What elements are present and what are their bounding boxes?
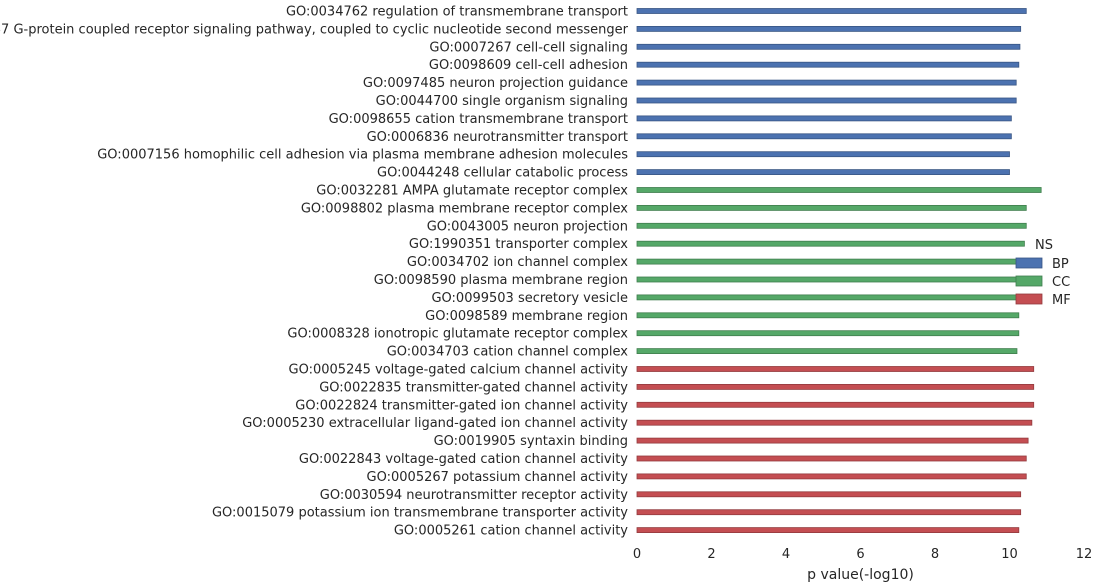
bar-mf: [636, 366, 1035, 372]
category-label: GO:0022843 voltage-gated cation channel …: [299, 452, 628, 467]
category-label: GO:0005267 potassium channel activity: [367, 470, 629, 485]
x-tick-label: 4: [782, 547, 790, 562]
bar-bp: [636, 61, 1020, 68]
x-tick-label: 0: [633, 547, 641, 562]
legend-swatch-mf: [1015, 293, 1043, 305]
x-tick-label: 6: [856, 547, 864, 562]
bar-bp: [636, 115, 1012, 122]
category-label: GO:0022835 transmitter-gated channel act…: [319, 380, 628, 395]
bar-cc: [636, 187, 1042, 193]
bar-bp: [636, 43, 1021, 50]
legend-swatch-cc: [1015, 275, 1043, 287]
bar-cc: [636, 204, 1027, 211]
category-label: GO:0007156 homophilic cell adhesion via …: [97, 148, 628, 163]
category-label: GO:0006836 neurotransmitter transport: [367, 130, 628, 145]
bars-group: [636, 8, 1042, 533]
category-label: GO:0005245 voltage-gated calcium channel…: [289, 363, 629, 378]
bar-cc: [636, 240, 1025, 247]
category-label: GO:0030594 neurotransmitter receptor act…: [320, 488, 629, 503]
bar-mf: [636, 473, 1027, 480]
bar-mf: [636, 455, 1027, 462]
category-label: GO:0044248 cellular catabolic process: [377, 166, 628, 181]
category-label: GO:0098609 cell-cell adhesion: [429, 58, 628, 73]
bar-cc: [636, 222, 1027, 229]
bar-mf: [636, 383, 1035, 390]
category-label: GO:0005230 extracellular ligand-gated io…: [242, 416, 628, 431]
category-label: GO:0098655 cation transmembrane transpor…: [329, 112, 628, 127]
x-tick-label: 8: [931, 547, 939, 562]
category-label: GO:0097485 neuron projection guidance: [363, 76, 628, 91]
category-label: GO:0008328 ionotropic glutamate receptor…: [287, 327, 628, 342]
bar-mf: [636, 437, 1029, 444]
bar-bp: [636, 169, 1010, 176]
bar-cc: [636, 276, 1020, 283]
category-label: GO:0099503 secretory vesicle: [431, 291, 628, 306]
legend-label-mf: MF: [1052, 293, 1071, 308]
x-tick-label: 2: [707, 547, 715, 562]
legend-label-cc: CC: [1052, 275, 1070, 290]
bar-mf: [636, 509, 1022, 516]
bar-cc: [636, 330, 1020, 337]
legend-label-bp: BP: [1052, 257, 1069, 272]
category-label: GO:0007267 cell-cell signaling: [429, 40, 628, 55]
category-label: GO:0034703 cation channel complex: [387, 345, 629, 360]
category-label: GO:0019905 syntaxin binding: [434, 434, 628, 449]
category-label: GO:0098589 membrane region: [425, 309, 628, 324]
category-label: GO:0022824 transmitter-gated ion channel…: [295, 398, 628, 413]
category-label: GO:1990351 transporter complex: [409, 237, 628, 252]
bar-mf: [636, 419, 1033, 426]
bar-cc: [636, 294, 1020, 301]
category-labels-group: GO:0034762 regulation of transmembrane t…: [0, 5, 629, 539]
legend-swatch-bp: [1015, 257, 1043, 269]
category-label: GO:0015079 potassium ion transmembrane t…: [212, 506, 628, 521]
category-label: GO:0098590 plasma membrane region: [374, 273, 628, 288]
bar-bp: [636, 133, 1012, 140]
category-label: GO:0034762 regulation of transmembrane t…: [286, 5, 628, 20]
bar-mf: [636, 401, 1035, 408]
x-tick-label: 10: [1001, 547, 1018, 562]
bar-cc: [636, 258, 1020, 265]
x-tick-label: 12: [1076, 547, 1093, 562]
bar-cc: [636, 312, 1020, 319]
legend-title: NS: [1035, 238, 1053, 253]
bar-cc: [636, 348, 1018, 355]
bar-bp: [636, 8, 1027, 14]
bar-bp: [636, 97, 1017, 104]
category-label: GO:0007187 G-protein coupled receptor si…: [0, 22, 629, 37]
category-label: GO:0098802 plasma membrane receptor comp…: [301, 201, 628, 216]
bar-mf: [636, 491, 1022, 498]
x-tick-labels-group: 0 2 4 6 8 10 12: [633, 547, 1092, 562]
bar-bp: [636, 25, 1022, 32]
category-label: GO:0044700 single organism signaling: [376, 94, 628, 109]
bar-bp: [636, 79, 1017, 86]
bar-mf: [636, 527, 1020, 533]
category-label: GO:0043005 neuron projection: [427, 219, 628, 234]
category-label: GO:0032281 AMPA glutamate receptor compl…: [316, 184, 628, 199]
category-label: GO:0034702 ion channel complex: [407, 255, 628, 270]
x-axis-title: p value(-log10): [807, 567, 914, 583]
category-label: GO:0005261 cation channel activity: [394, 524, 628, 539]
bar-bp: [636, 151, 1010, 158]
legend: NS BP CC MF: [1015, 238, 1071, 308]
